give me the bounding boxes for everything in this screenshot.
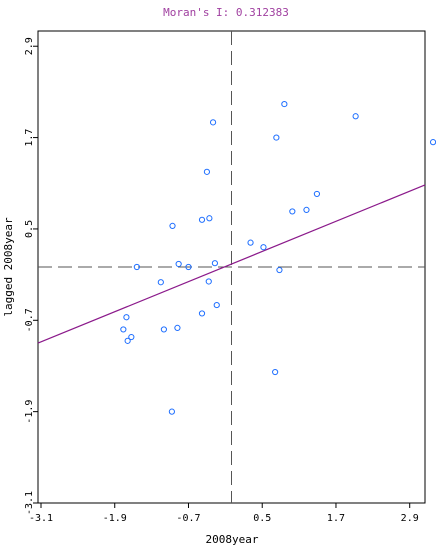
data-point [120,326,127,333]
data-point [175,260,182,268]
x-axis-ticks: -3.1 -1.9 -0.7 0.5 1.7 2.9 [29,503,419,524]
data-point [303,206,310,214]
data-point [174,324,181,332]
data-point [247,239,254,246]
data-point [203,168,211,175]
data-point [281,100,288,108]
data-point [211,260,219,267]
data-point [205,278,212,285]
chart-title: Moran's I: 0.312383 [163,6,289,19]
y-tick-label: -1.9 [24,400,35,424]
data-point [124,337,131,344]
data-point [123,314,130,321]
y-axis-ticks: -3.1 -1.9 -0.7 0.5 1.7 2.9 [24,37,38,515]
data-point [157,279,164,286]
data-point [352,113,359,120]
data-point [198,310,206,317]
data-point [206,215,213,222]
x-tick-label: 1.7 [327,513,345,524]
data-point [133,263,140,271]
data-points [120,100,436,415]
data-point [209,119,217,126]
data-point [168,408,175,415]
data-point [273,134,280,141]
data-point [213,301,220,309]
data-point [185,263,192,271]
data-point [276,266,283,274]
y-tick-label: 0.5 [24,220,35,238]
data-point [160,326,168,333]
data-point [260,244,267,251]
plot-area [37,30,436,504]
data-point [429,139,436,146]
y-tick-label: -3.1 [24,491,35,515]
data-point [289,208,296,215]
x-tick-label: -3.1 [29,513,53,524]
x-tick-label: -1.9 [103,513,127,524]
x-axis-label: 2008year [206,533,259,546]
data-point [272,368,279,376]
y-tick-label: -0.7 [24,308,35,332]
x-tick-label: 0.5 [253,513,271,524]
x-tick-label: 2.9 [401,513,419,524]
y-tick-label: 1.7 [24,129,35,147]
data-point [198,216,206,223]
data-point [128,333,135,341]
data-point [169,222,176,229]
regression-line [37,184,426,344]
y-tick-label: 2.9 [24,37,35,55]
x-tick-label: -0.7 [176,513,200,524]
y-axis-label: lagged 2008year [2,217,15,317]
data-point [313,190,321,198]
